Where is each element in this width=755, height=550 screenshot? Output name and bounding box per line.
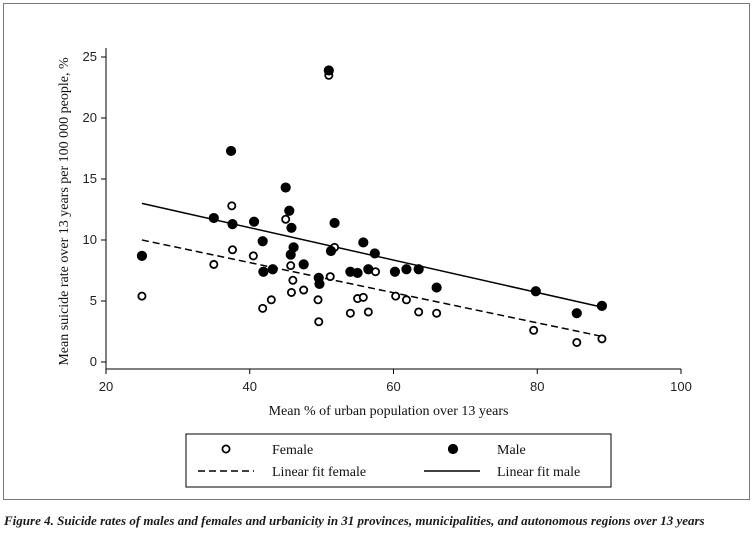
female-point — [414, 307, 424, 317]
legend-fit-male-label: Linear fit male — [497, 465, 580, 480]
legend: Female Male Linear fit female Linear fit ma… — [185, 433, 612, 488]
female-point — [258, 303, 268, 313]
male-point — [248, 216, 260, 227]
female-point — [266, 295, 276, 305]
y-tick-label: 5 — [90, 293, 97, 308]
male-point — [325, 245, 337, 257]
legend-female-label: Female — [272, 443, 313, 458]
female-point — [227, 201, 237, 211]
x-tick-label: 20 — [99, 379, 113, 394]
male-point — [401, 264, 412, 275]
male-point — [258, 266, 269, 277]
legend-male-label: Male — [497, 443, 526, 458]
male-point — [286, 222, 297, 233]
female-point — [363, 307, 373, 317]
male-point — [389, 266, 401, 277]
male-point — [284, 205, 295, 216]
female-point — [391, 291, 401, 301]
male-point — [227, 219, 238, 230]
y-tick-label: 20 — [83, 110, 97, 125]
data-points — [136, 65, 608, 347]
y-tick-label: 10 — [83, 232, 97, 247]
female-point — [286, 261, 296, 271]
x-tick-label: 60 — [386, 379, 400, 394]
x-axis-title: Mean % of urban population over 13 years — [269, 404, 509, 419]
x-tick-label: 80 — [530, 379, 544, 394]
male-point — [288, 242, 299, 253]
male-point — [280, 182, 291, 193]
legend-box — [185, 433, 612, 488]
male-point — [208, 212, 219, 224]
y-tick-label: 25 — [83, 49, 97, 64]
female-point — [137, 291, 147, 301]
y-tick-label: 0 — [90, 354, 97, 369]
male-point — [314, 278, 325, 290]
female-point — [314, 317, 324, 327]
female-point — [529, 325, 539, 335]
female-point — [299, 285, 309, 295]
male-point — [257, 236, 268, 247]
female-point — [358, 292, 368, 302]
legend-male-marker — [447, 443, 459, 455]
y-tick-label: 15 — [83, 171, 97, 186]
male-point — [530, 286, 541, 297]
male-point — [431, 282, 442, 293]
female-point — [209, 259, 219, 269]
male-point — [358, 237, 369, 248]
fit-line-female — [141, 239, 603, 338]
male-point — [136, 250, 148, 261]
male-point — [225, 145, 237, 157]
female-point — [227, 245, 237, 255]
male-point — [571, 308, 582, 319]
female-point — [281, 214, 291, 224]
scatter-chart: 0 5 10 15 20 25 20 40 60 80 100 Mean % of urban po… — [57, 48, 692, 488]
female-point — [597, 334, 607, 344]
male-point — [298, 259, 309, 270]
female-point — [572, 337, 582, 347]
male-point — [596, 300, 608, 311]
legend-female-marker — [221, 444, 231, 454]
female-point — [248, 251, 258, 261]
male-point — [363, 264, 374, 275]
figure-frame: 0 5 10 15 20 25 20 40 60 80 100 Mean % of urban po… — [3, 3, 750, 500]
female-point — [288, 275, 298, 285]
male-point — [329, 217, 340, 229]
female-point — [432, 308, 442, 318]
male-point — [267, 264, 278, 275]
legend-fit-female-label: Linear fit female — [272, 465, 366, 480]
female-point — [401, 295, 411, 305]
male-point — [413, 264, 424, 275]
female-point — [313, 295, 323, 305]
male-point — [323, 65, 334, 76]
female-point — [286, 287, 296, 297]
axes: 0 5 10 15 20 25 20 40 60 80 100 — [83, 48, 692, 394]
y-axis-title: Mean suicide rate over 13 years per 100 … — [57, 57, 72, 366]
figure-caption: Figure 4. Suicide rates of males and fem… — [4, 513, 705, 528]
x-tick-label: 40 — [243, 379, 257, 394]
male-point — [352, 267, 363, 279]
x-tick-label: 100 — [670, 379, 692, 394]
male-point — [369, 248, 380, 259]
female-point — [345, 308, 355, 318]
female-point — [325, 272, 335, 282]
